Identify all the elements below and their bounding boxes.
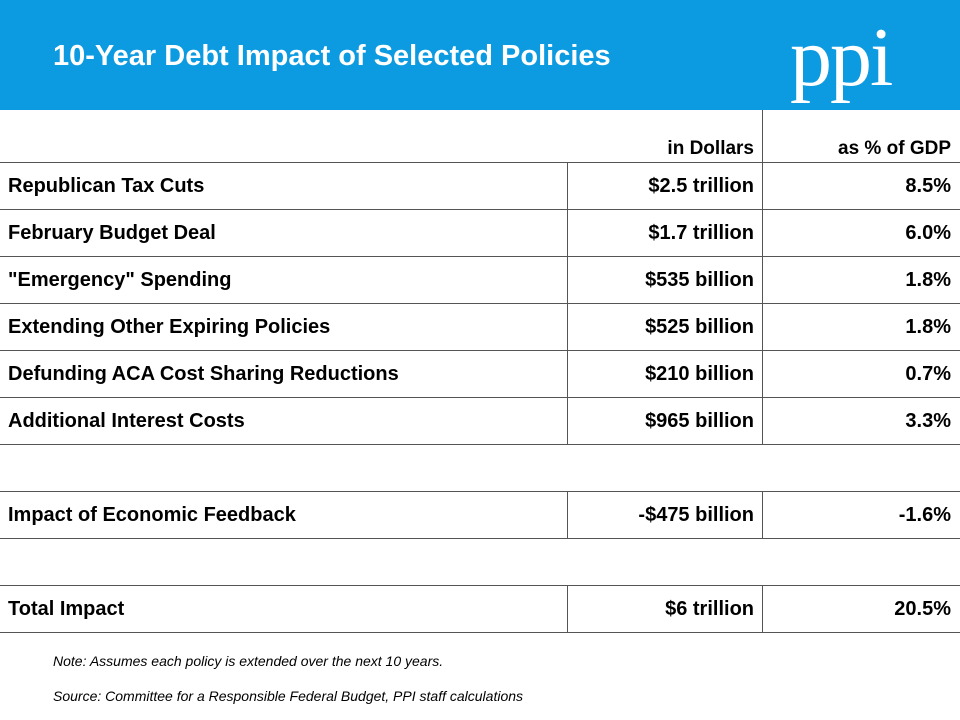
table-row-spacer <box>0 444 960 491</box>
policy-label: Extending Other Expiring Policies <box>8 315 331 338</box>
dollars-value: -$475 billion <box>567 492 762 538</box>
dollars-value: $1.7 trillion <box>567 210 762 256</box>
table-row: Extending Other Expiring Policies $525 b… <box>0 303 960 350</box>
policy-label: Republican Tax Cuts <box>8 174 205 197</box>
total-gdp-value: 20.5% <box>762 586 960 632</box>
gdp-value: 3.3% <box>762 398 960 444</box>
total-dollars-value: $6 trillion <box>567 586 762 632</box>
policy-label: "Emergency" Spending <box>8 268 232 291</box>
table-row: Republican Tax Cuts $2.5 trillion 8.5% <box>0 162 960 209</box>
dollars-value: $210 billion <box>567 351 762 397</box>
table-row: Impact of Economic Feedback -$475 billio… <box>0 491 960 538</box>
policy-label <box>0 539 567 585</box>
policy-label: Defunding ACA Cost Sharing Reductions <box>8 362 399 385</box>
gdp-value: 0.7% <box>762 351 960 397</box>
policy-label: February Budget Deal <box>8 221 216 244</box>
total-label: Total Impact <box>8 597 125 620</box>
gdp-value: 6.0% <box>762 210 960 256</box>
gdp-value: 1.8% <box>762 304 960 350</box>
gdp-value: -1.6% <box>762 492 960 538</box>
dollars-value: $535 billion <box>567 257 762 303</box>
policy-label: Additional Interest Costs <box>8 409 245 432</box>
footnote-note: Note: Assumes each policy is extended ov… <box>53 653 444 669</box>
header-banner: 10-Year Debt Impact of Selected Policies… <box>0 0 960 110</box>
policy-label <box>0 445 567 491</box>
dollars-value: $965 billion <box>567 398 762 444</box>
table-row-total: Total Impact $6 trillion 20.5% <box>0 585 960 632</box>
table-row-spacer <box>0 538 960 585</box>
table-bottom-border <box>0 632 960 633</box>
page-title: 10-Year Debt Impact of Selected Policies <box>53 40 611 72</box>
column-header-dollars: in Dollars <box>667 138 754 159</box>
ppi-logo: ppi <box>790 11 893 104</box>
table-row: "Emergency" Spending $535 billion 1.8% <box>0 256 960 303</box>
gdp-value: 8.5% <box>762 163 960 209</box>
dollars-value: $525 billion <box>567 304 762 350</box>
gdp-value: 1.8% <box>762 257 960 303</box>
table-row: Additional Interest Costs $965 billion 3… <box>0 397 960 444</box>
column-header-policy <box>0 110 567 162</box>
table-header-row: in Dollars as % of GDP <box>0 110 960 162</box>
dollars-value: $2.5 trillion <box>567 163 762 209</box>
footnote-source: Source: Committee for a Responsible Fede… <box>53 688 524 704</box>
policy-label: Impact of Economic Feedback <box>8 503 296 526</box>
table-row: February Budget Deal $1.7 trillion 6.0% <box>0 209 960 256</box>
column-header-gdp: as % of GDP <box>762 110 960 162</box>
table-row: Defunding ACA Cost Sharing Reductions $2… <box>0 350 960 397</box>
